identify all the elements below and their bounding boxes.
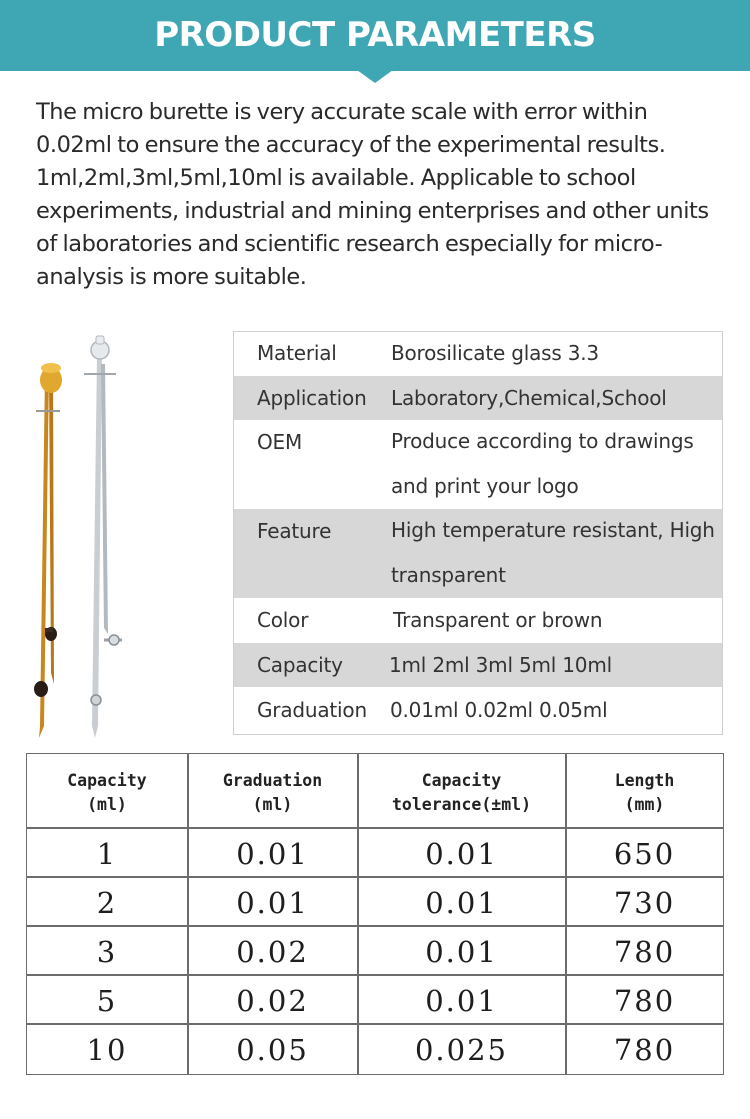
burette-product-image — [34, 335, 122, 738]
table-cell: 5 — [96, 984, 118, 1018]
column-divider — [357, 754, 359, 1074]
row-divider — [27, 925, 723, 927]
brown-burette — [34, 363, 62, 738]
spec-row-capacity: Capacity 1ml 2ml 3ml 5ml 10ml — [234, 643, 722, 687]
table-cell: 0.025 — [414, 1033, 509, 1067]
spec-label: Material — [257, 341, 337, 365]
page-title: PRODUCT PARAMETERS — [154, 15, 596, 55]
table-cell: 0.02 — [236, 984, 309, 1018]
spec-row-graduation: Graduation 0.01ml 0.02ml 0.05ml — [234, 688, 722, 734]
table-cell: 0.01 — [236, 886, 309, 920]
spec-value: Borosilicate glass 3.3 — [391, 341, 599, 365]
spec-row-color: Color Transparent or brown — [234, 598, 722, 642]
spec-value: Laboratory,Chemical,School — [391, 386, 667, 410]
table-cell: 0.01 — [425, 886, 498, 920]
table-cell: 0.01 — [425, 837, 498, 871]
spec-row-feature: Feature High temperature resistant, High… — [234, 509, 722, 598]
banner-pointer — [357, 70, 393, 83]
header-line: Graduation — [222, 771, 323, 790]
table-cell: 0.01 — [425, 984, 498, 1018]
table-cell: 0.05 — [236, 1033, 309, 1067]
table-cell: 3 — [96, 935, 118, 969]
spec-value: 0.01ml 0.02ml 0.05ml — [390, 698, 608, 722]
header-line: Capacity — [421, 771, 502, 790]
column-divider — [565, 754, 567, 1074]
clear-burette — [84, 335, 122, 738]
table-cell: 2 — [96, 886, 118, 920]
table-cell: 730 — [613, 886, 676, 920]
row-divider — [27, 876, 723, 878]
spec-label: Color — [257, 608, 309, 632]
spec-label: Feature — [257, 519, 332, 543]
table-cell: 780 — [613, 935, 676, 969]
header-unit: tolerance(±ml) — [391, 795, 532, 814]
spec-label: Graduation — [257, 698, 367, 722]
table-cell: 10 — [86, 1033, 128, 1067]
header-graduation: Graduation (ml) — [188, 769, 357, 817]
table-cell: 1 — [96, 837, 118, 871]
header-banner — [0, 0, 750, 71]
spec-row-application: Application Laboratory,Chemical,School — [234, 376, 722, 420]
spec-label: OEM — [257, 430, 303, 454]
table-cell: 0.02 — [236, 935, 309, 969]
row-divider — [27, 1023, 723, 1025]
table-cell: 0.01 — [236, 837, 309, 871]
header-line: Length — [614, 771, 675, 790]
header-unit: (ml) — [87, 795, 127, 814]
spec-value: High temperature resistant, High transpa… — [391, 518, 715, 587]
header-length: Length (mm) — [566, 769, 723, 817]
row-divider — [27, 827, 723, 829]
table-cell: 0.01 — [425, 935, 498, 969]
header-unit: (ml) — [252, 795, 293, 814]
table-cell: 780 — [613, 984, 676, 1018]
header-tolerance: Capacity tolerance(±ml) — [358, 769, 565, 817]
spec-row-oem: OEM Produce according to drawings and pr… — [234, 420, 722, 509]
table-cell: 780 — [613, 1033, 676, 1067]
header-capacity: Capacity (ml) — [27, 769, 187, 817]
header-line: Capacity — [67, 771, 147, 790]
spec-label: Application — [257, 386, 367, 410]
header-unit: (mm) — [624, 795, 665, 814]
spec-label: Capacity — [257, 653, 343, 677]
product-description: The micro burette is very accurate scale… — [36, 99, 709, 290]
spec-value: Produce according to drawings and print … — [391, 429, 694, 498]
spec-value: 1ml 2ml 3ml 5ml 10ml — [389, 653, 612, 677]
row-divider — [27, 974, 723, 976]
spec-row-material: Material Borosilicate glass 3.3 — [234, 332, 722, 375]
spec-value: Transparent or brown — [393, 608, 603, 632]
capacity-table: Capacity (ml) Graduation (ml) Capacity t… — [26, 753, 724, 1075]
column-divider — [187, 754, 189, 1074]
table-cell: 650 — [613, 837, 676, 871]
spec-table: Material Borosilicate glass 3.3 Applicat… — [233, 331, 723, 735]
